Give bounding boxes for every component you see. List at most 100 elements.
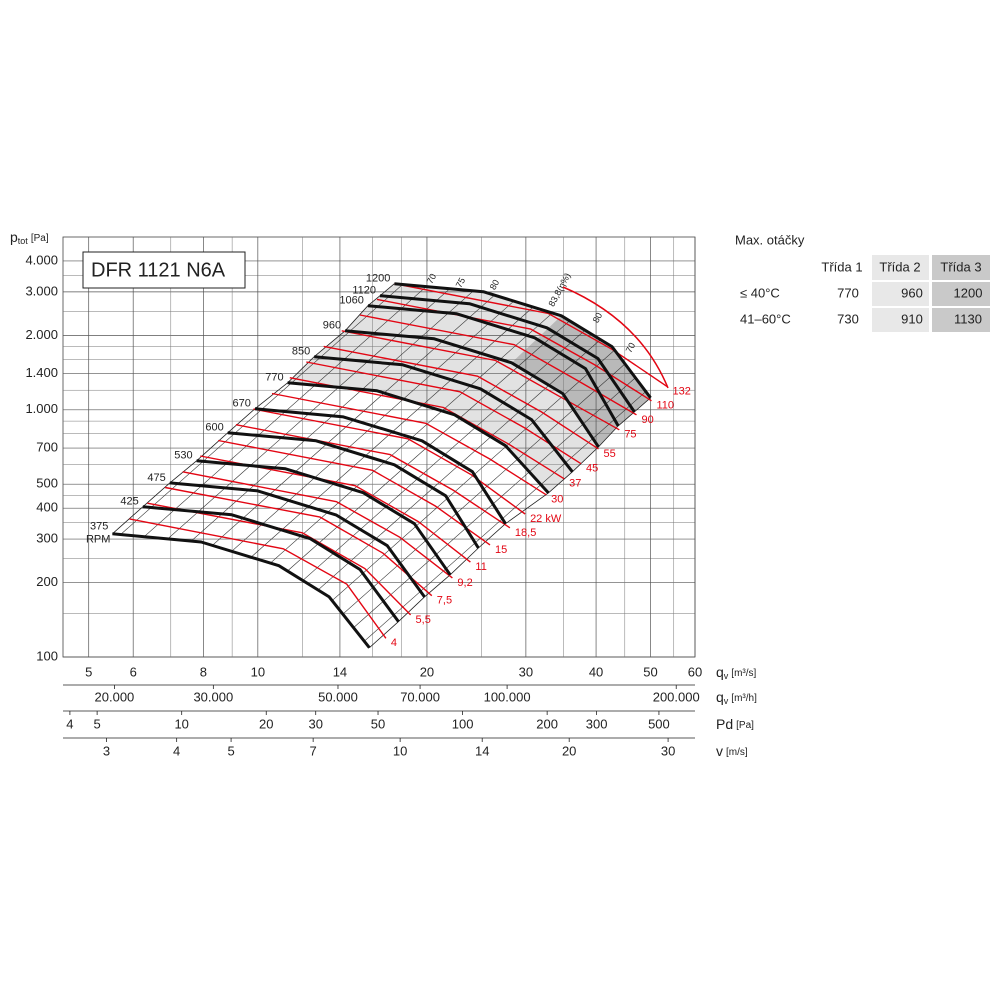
axis-symbol: v — [716, 743, 723, 759]
power-line — [253, 408, 526, 515]
column-shade — [932, 282, 990, 306]
power-line — [341, 330, 620, 431]
column-shade — [932, 255, 990, 280]
diagonal-line — [112, 283, 335, 648]
x-tick-label: 30 — [519, 664, 533, 679]
x-tick-label: 20 — [259, 716, 273, 731]
diagonal-line — [531, 283, 651, 648]
y-tick-label: 3.000 — [25, 283, 58, 298]
labels: 100 200 300 400 500 700 1.000 1.400 2.000 3.000 4.… — [10, 229, 757, 759]
x-tick-label: 14 — [475, 743, 489, 758]
y-tick-label: 100 — [36, 648, 58, 663]
power-label: 55 — [603, 448, 615, 460]
diagonal-line — [112, 283, 543, 648]
power-label: 4 — [391, 637, 397, 649]
x-tick-label: 3 — [103, 743, 110, 758]
power-label: 132 — [672, 386, 690, 398]
axis-unit: [m³/h] — [731, 693, 757, 704]
fan-curve — [169, 481, 426, 598]
fan-curve — [394, 282, 652, 399]
x-tick-label: 30.000 — [193, 689, 233, 704]
row-label: ≤ 40°C — [740, 285, 780, 300]
axis-unit: [m/s] — [726, 747, 748, 758]
diagonal-line — [112, 283, 257, 648]
fan-curve — [227, 431, 480, 549]
column-shade — [872, 282, 929, 306]
x-tick-label: 6 — [130, 664, 137, 679]
rpm-label: 1060 — [339, 295, 363, 307]
column-header: Třída 2 — [879, 259, 920, 274]
rpm-label: 530 — [174, 450, 192, 462]
power-label: 37 — [569, 478, 581, 490]
x-tick-label: 14 — [333, 664, 347, 679]
curves — [112, 282, 668, 649]
x-tick-label: 300 — [586, 716, 608, 731]
y-tick-label: 1.000 — [25, 401, 58, 416]
x-tick-label: 60 — [688, 664, 702, 679]
column-shade — [872, 308, 929, 332]
fan-curve — [314, 355, 574, 473]
fan-curve — [287, 381, 550, 494]
x-tick-label: 4 — [173, 743, 180, 758]
diagonal-line — [112, 283, 569, 648]
power-line — [235, 424, 511, 529]
x-tick-label: 500 — [648, 716, 670, 731]
axis-unit: [Pa] — [31, 233, 49, 244]
row-label: 41–60°C — [740, 311, 791, 326]
rpm-label: 770 — [265, 372, 283, 384]
rpm-label: 850 — [292, 346, 310, 358]
left-boundary — [112, 283, 395, 535]
fan-curve — [196, 459, 452, 576]
x-tick-label: 7 — [310, 743, 317, 758]
power-label: 45 — [586, 463, 598, 475]
power-line — [359, 314, 637, 416]
y-tick-label: 4.000 — [25, 252, 58, 267]
x-tick-label: 8 — [200, 664, 207, 679]
x-tick-label: 20 — [420, 664, 434, 679]
rpm-label: 960 — [323, 320, 341, 332]
cell: 910 — [901, 311, 923, 326]
diagonal-line — [297, 283, 651, 648]
fan-curve — [344, 329, 600, 448]
rpm-label: 600 — [205, 422, 223, 434]
efficiency-label: 80 — [591, 311, 605, 325]
table-title: Max. otáčky — [735, 232, 805, 247]
power-line — [323, 345, 599, 450]
rpm-label: 425 — [120, 496, 138, 508]
x-tick-label: 30 — [661, 743, 675, 758]
power-label: 22 kW — [530, 513, 562, 525]
power-line — [200, 455, 471, 563]
axis-symbol: Pd — [716, 716, 733, 732]
y-tick-label: 700 — [36, 440, 58, 455]
x-tick-label: 5 — [227, 743, 234, 758]
diagonal-line — [271, 283, 651, 648]
fan-curve — [367, 304, 620, 427]
title-box — [82, 251, 246, 289]
rpm-label: 1200 — [366, 273, 390, 285]
x-tick-label: 100 — [452, 716, 474, 731]
efficiency-label: 75 — [454, 276, 468, 290]
power-label: 18,5 — [515, 527, 536, 539]
right-boundary — [369, 397, 651, 648]
side-table: Max. otáčky Třída 1 Třída 2 Třída 3 ≤ 40… — [735, 232, 990, 332]
diagonal-line — [112, 283, 309, 648]
x-tick-label: 5 — [85, 664, 92, 679]
x-tick-label: 30 — [308, 716, 322, 731]
power-label: 9,2 — [457, 577, 472, 589]
column-shade — [872, 255, 929, 280]
power-label: 30 — [551, 494, 563, 506]
power-line — [182, 471, 453, 579]
diagonal-line — [112, 283, 361, 648]
rpm-label: 1120 — [352, 285, 376, 297]
rpm-unit: RPM — [86, 534, 110, 546]
diagonal-line — [112, 283, 387, 648]
x-tick-label: 50 — [643, 664, 657, 679]
x-tick-label: 5 — [94, 716, 101, 731]
y-tick-label: 300 — [36, 530, 58, 545]
power-line — [271, 392, 547, 496]
power-line — [129, 518, 387, 639]
fan-curve — [254, 407, 507, 525]
cell: 960 — [901, 285, 923, 300]
